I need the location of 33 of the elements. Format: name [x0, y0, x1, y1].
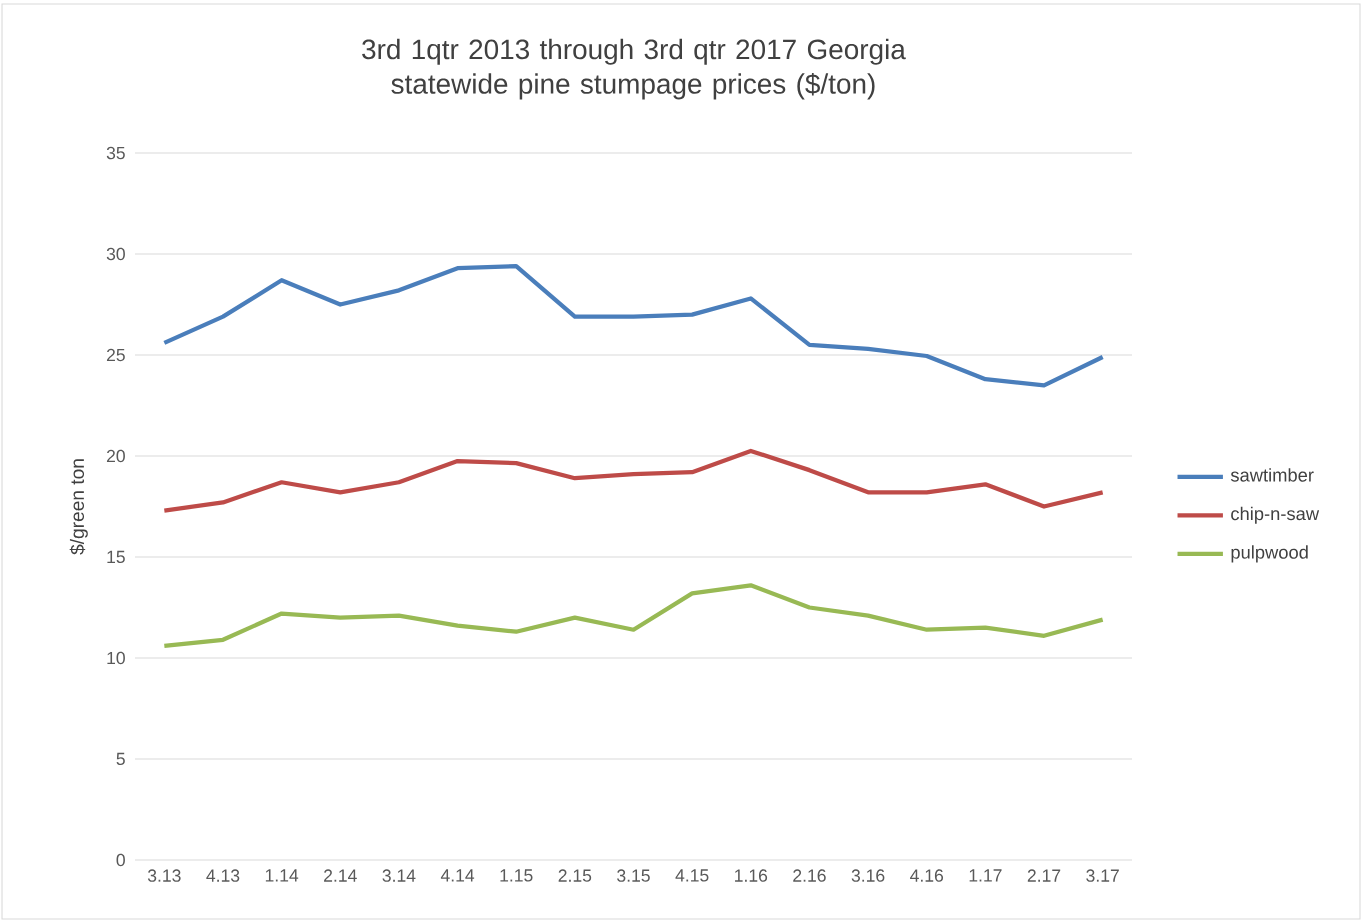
- x-tick-label: 1.17: [969, 869, 1002, 882]
- x-tick-label: 3.16: [851, 869, 885, 882]
- line-series: [162, 448, 1105, 513]
- x-tick-label: 1.16: [735, 869, 768, 882]
- chart-title: 3rd 1qtr 2013 through 3rd qtr 2017 Georgia statewide pine stumpage prices ($/ton): [362, 38, 906, 100]
- x-tick-label: 1.14: [265, 869, 299, 882]
- x-tick-label: 2.14: [324, 869, 357, 882]
- legend-label: chip-n-saw: [1231, 506, 1320, 524]
- x-tick-label: 3.13: [147, 869, 181, 882]
- y-tick-label: 10: [107, 651, 125, 665]
- y-tick-label: 5: [116, 752, 125, 766]
- legend-label: sawtimber: [1230, 468, 1314, 482]
- line-series: [162, 583, 1105, 648]
- y-tick-label: 0: [116, 853, 125, 867]
- x-tick-label: 4.15: [675, 869, 709, 882]
- x-tick-label: 4.13: [206, 869, 240, 882]
- x-tick-label: 2.17: [1027, 869, 1061, 882]
- y-tick-label: 15: [107, 550, 125, 564]
- x-tick-label: 4.16: [910, 869, 944, 882]
- x-tick-label: 2.15: [558, 869, 592, 882]
- x-tick-label: 3.15: [617, 869, 650, 882]
- y-tick-label: 20: [106, 449, 125, 463]
- x-tick-label: 3.14: [382, 869, 416, 882]
- line-series: [162, 263, 1105, 388]
- x-tick-label: 2.16: [793, 869, 826, 882]
- x-tick-label: 4.14: [440, 869, 475, 882]
- x-tick-label: 1.15: [500, 869, 533, 882]
- y-tick-label: 30: [106, 247, 125, 261]
- y-axis-title: $/green ton: [69, 459, 88, 555]
- legend-label: pulpwood: [1231, 545, 1308, 563]
- y-tick-label: 35: [106, 146, 125, 160]
- y-tick-label: 25: [106, 348, 125, 362]
- x-tick-label: 3.17: [1086, 869, 1119, 882]
